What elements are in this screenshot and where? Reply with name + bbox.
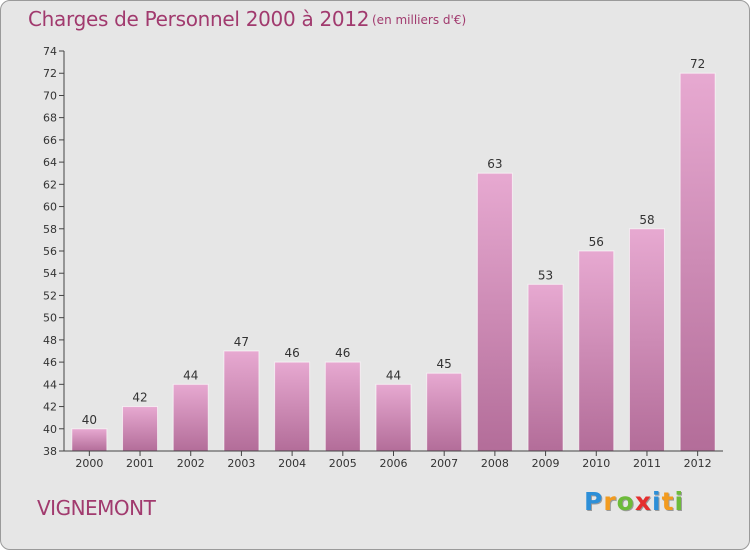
- logo-letter: t: [661, 487, 675, 516]
- x-axis: 2000 2001 2002 2003 2004 2005 2006 2007 2008 2009…: [64, 450, 723, 470]
- y-tick-label: 48: [43, 334, 57, 347]
- bar: [223, 350, 260, 452]
- x-tick-label: 2006: [380, 457, 408, 470]
- bar: [122, 406, 159, 452]
- proxiti-logo: Proxiti: [584, 487, 684, 516]
- y-tick-label: 64: [43, 156, 57, 169]
- bar: [274, 361, 311, 452]
- commune-name: VIGNEMONT: [37, 496, 156, 520]
- bar-value-label: 63: [487, 157, 502, 171]
- bar-value-label: 58: [639, 213, 654, 227]
- bar: [426, 372, 463, 452]
- logo-letter: i: [652, 487, 662, 516]
- bar-value-label: 47: [234, 335, 249, 349]
- bar-value-label: 46: [284, 346, 299, 360]
- chart-subtitle: (en milliers d'€): [372, 13, 467, 27]
- bar-value-label: 44: [183, 368, 198, 382]
- bar-value-label: 53: [538, 268, 553, 282]
- bar: [578, 250, 615, 452]
- logo-letter: o: [616, 487, 635, 516]
- bar: [476, 172, 513, 452]
- x-tick-label: 2011: [633, 457, 661, 470]
- x-tick-label: 2009: [532, 457, 560, 470]
- x-tick-label: 2004: [278, 457, 306, 470]
- x-tick-label: 2007: [430, 457, 458, 470]
- x-tick-label: 2003: [227, 457, 255, 470]
- x-tick-label: 2001: [126, 457, 154, 470]
- x-tick-label: 2005: [329, 457, 357, 470]
- bars: 40 42 44 47 46 46 44 45 63 53 56 58 72: [71, 57, 716, 452]
- x-tick-label: 2012: [684, 457, 712, 470]
- y-tick-label: 38: [43, 445, 57, 458]
- y-tick-label: 50: [43, 312, 57, 325]
- y-tick-label: 52: [43, 289, 57, 302]
- y-tick-label: 46: [43, 356, 57, 369]
- bar-value-label: 44: [386, 368, 401, 382]
- logo-letter: i: [674, 487, 685, 516]
- logo-letter: P: [584, 487, 604, 516]
- chart-title: Charges de Personnel 2000 à 2012: [28, 7, 370, 31]
- bar: [628, 228, 665, 452]
- y-tick-label: 74: [43, 45, 57, 58]
- y-tick-label: 44: [43, 378, 57, 391]
- bar: [679, 72, 716, 452]
- bar-value-label: 72: [690, 57, 705, 71]
- y-tick-label: 62: [43, 178, 57, 191]
- bar: [71, 428, 108, 452]
- y-tick-label: 58: [43, 223, 57, 236]
- bar-value-label: 40: [82, 413, 97, 427]
- y-tick-label: 40: [43, 423, 57, 436]
- logo-letter: x: [634, 487, 652, 516]
- x-tick-label: 2010: [582, 457, 610, 470]
- y-tick-label: 54: [43, 267, 57, 280]
- x-tick-label: 2002: [177, 457, 205, 470]
- x-tick-label: 2008: [481, 457, 509, 470]
- bar-value-label: 56: [589, 235, 604, 249]
- bar: [527, 283, 564, 452]
- y-tick-label: 68: [43, 112, 57, 125]
- bar-value-label: 45: [437, 357, 452, 371]
- y-tick-label: 42: [43, 401, 57, 414]
- logo-letter: r: [603, 487, 617, 516]
- bar: [172, 383, 209, 452]
- y-axis: 38 40 42 44 46 48 50 52 54 56 58 60 62 64 66 68 70 72 74: [43, 45, 65, 458]
- bar-value-label: 42: [132, 391, 147, 405]
- bar: [375, 383, 412, 452]
- y-tick-label: 60: [43, 201, 57, 214]
- bar-value-label: 46: [335, 346, 350, 360]
- bar: [324, 361, 361, 452]
- y-tick-label: 70: [43, 89, 57, 102]
- y-tick-label: 56: [43, 245, 57, 258]
- y-tick-label: 72: [43, 67, 57, 80]
- y-tick-label: 66: [43, 134, 57, 147]
- x-tick-label: 2000: [75, 457, 103, 470]
